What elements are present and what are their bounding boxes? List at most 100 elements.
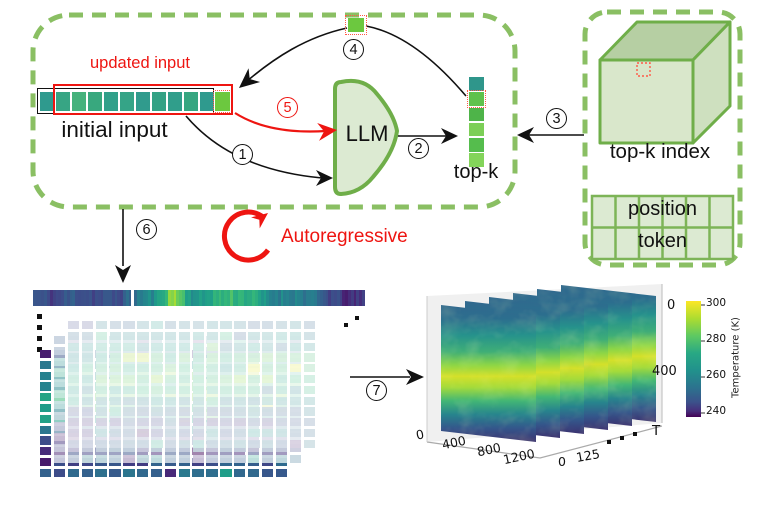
grid-cell [220,428,232,438]
grid-cell [262,396,274,405]
strip-bar [89,290,93,306]
grid-cell [178,428,191,438]
grid-cell [95,321,108,330]
grid-cell [95,374,108,384]
topk-token [469,77,484,91]
grid-cell [68,385,80,395]
grid-cell [275,439,288,448]
strip-bar [260,290,264,306]
grid-cell [234,428,246,438]
strip-bar [328,290,332,306]
grid-cell [178,439,191,448]
grid-cell [220,342,232,351]
grid-cell [275,454,288,463]
topk-token [469,138,484,152]
grid-cell [95,418,108,427]
grid-cell [303,331,315,341]
grid-cell [137,454,149,463]
grid-cell [289,418,302,427]
grid-cell [247,468,260,477]
position-token-table [590,194,735,261]
grid-cell [262,439,274,448]
grid-cell [137,331,149,341]
grid-cell [289,407,302,416]
strip-bar [263,290,267,306]
step-1-badge: 1 [232,144,253,165]
grid-cell [95,342,108,351]
strip-bar [213,290,216,306]
grid-cell [262,342,274,351]
strip-bar [215,290,219,306]
grid-cell [192,407,205,416]
strip-bar [187,290,191,306]
grid-cell [109,468,121,477]
grid-cell [289,364,302,373]
grid-cell [81,454,94,463]
strip-bar [210,290,213,306]
strip-bar [303,290,306,306]
strip-bar [52,290,56,306]
input-token [55,91,71,111]
strip-bar [198,290,202,306]
grid-cell [165,353,177,362]
grid-cell [289,454,301,463]
strip-bar [249,290,253,306]
strip-bar [221,290,225,306]
grid-cell [95,364,108,373]
grid-cell [109,428,121,438]
strip-bar [106,290,109,306]
grid-cell [234,374,246,384]
topk-label: top-k [453,161,499,183]
y-tick-0: 0 [667,298,676,313]
cbar-tick-300: 300 [706,297,727,309]
grid-cell [81,331,94,341]
grid-cell [151,364,163,373]
strip-bar [314,290,318,306]
depth-tick-0: 0 [558,454,566,469]
grid-cell [234,342,246,351]
strip-bar [196,290,199,306]
input-token [199,91,215,111]
strip-bar [356,290,360,306]
strip-bar [204,290,208,306]
grid-cell [289,321,302,330]
grid-cell [206,443,218,453]
grid-cell [68,353,80,362]
grid-cell [54,379,66,388]
grid-cell [109,342,121,351]
grid-cell [68,321,80,330]
step-7-badge: 7 [366,380,387,401]
strip-bar [246,290,250,306]
grid-cell [303,428,315,438]
grid-cell [150,468,163,477]
strip-bar [294,290,298,306]
topk-index-cube [598,20,732,145]
strip-bar [317,290,320,306]
strip-bar [288,290,292,306]
grid-cell [178,353,191,362]
grid-cell [192,321,205,330]
grid-cell [178,468,190,477]
grid-cell [261,443,274,453]
grid-cell [192,439,205,448]
strip-bar [269,290,273,306]
grid-cell [220,407,232,416]
grid-cell [192,374,205,384]
grid-cell [123,396,135,405]
grid-cell [151,385,163,395]
appended-token [213,90,232,113]
strip-bar [232,290,236,306]
strip-bar [55,290,59,306]
strip-bar [58,290,62,306]
strip-bar [207,290,211,306]
strip-bar [201,290,205,306]
grid-cell [248,454,260,463]
strip-bar [176,290,180,306]
strip-bar [319,290,323,306]
strip-bar [266,290,270,306]
grid-cell [234,331,246,341]
grid-cell [165,331,177,341]
grid-cell [165,439,177,448]
strip-bar [100,290,104,306]
grid-cell [123,364,135,373]
